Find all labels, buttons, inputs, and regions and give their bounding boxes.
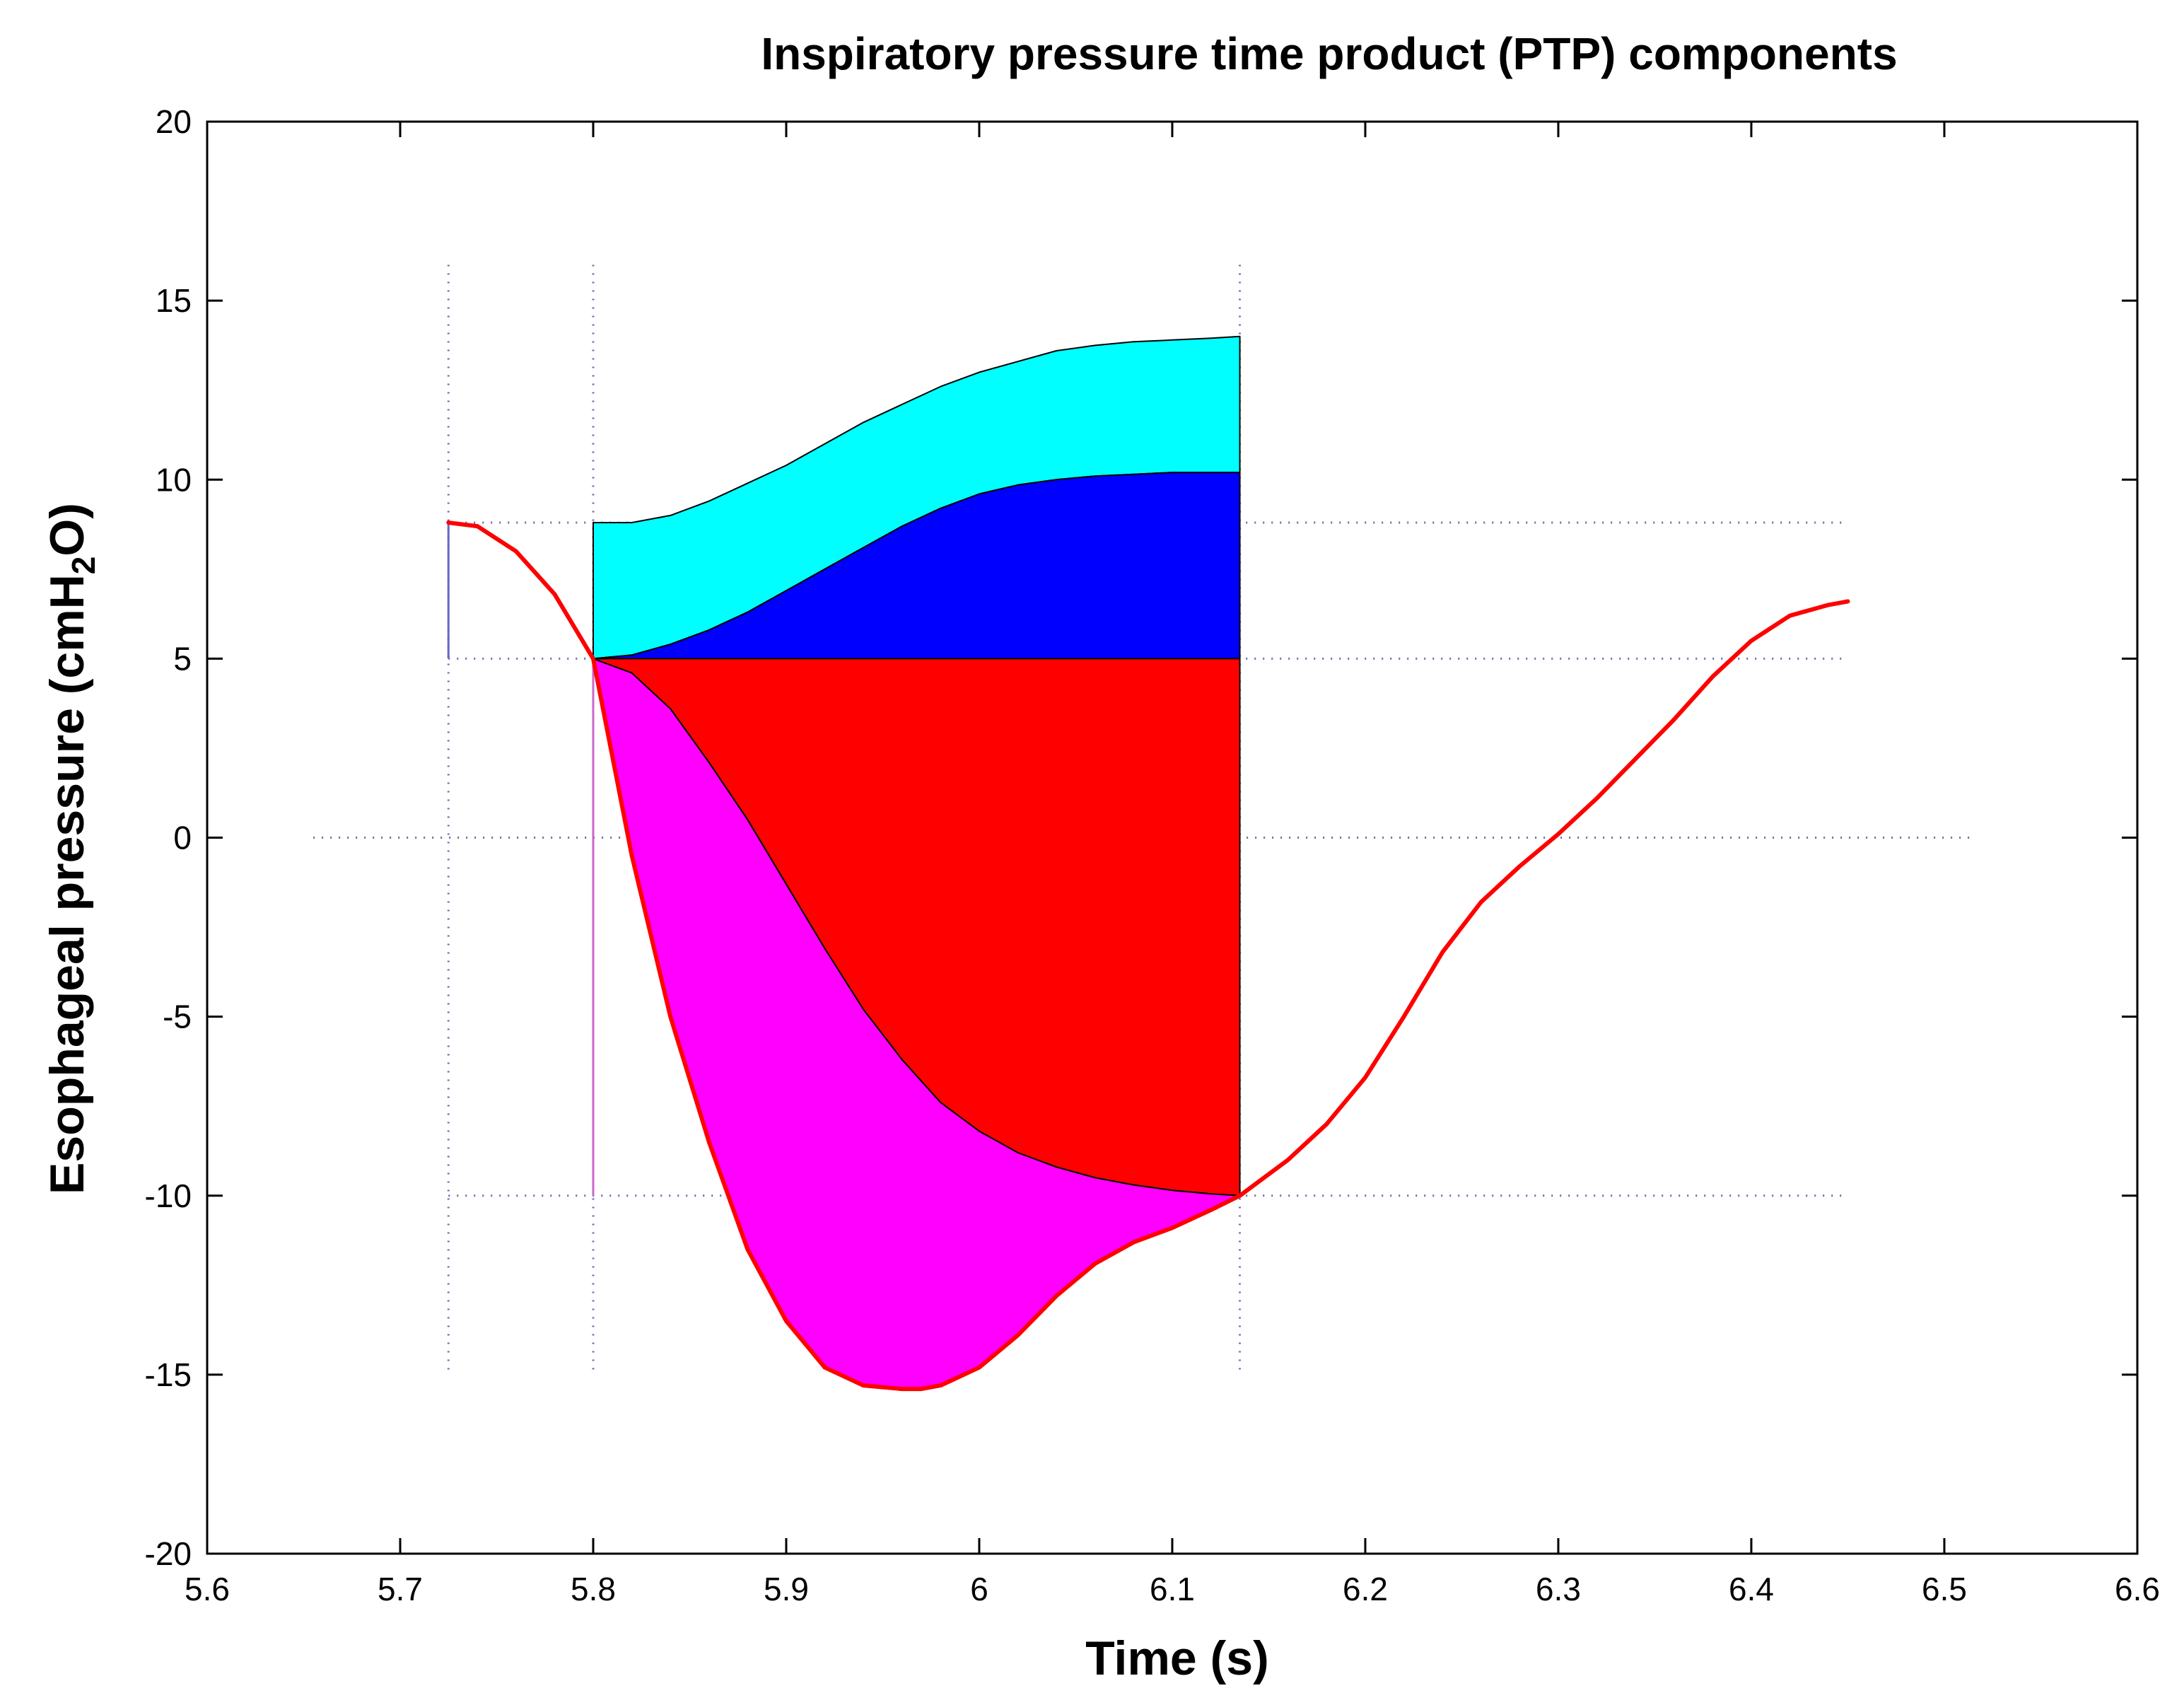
x-tick-label-7: 6.3 bbox=[1536, 1571, 1581, 1607]
x-tick-label-3: 5.9 bbox=[764, 1571, 809, 1607]
areas bbox=[592, 335, 1241, 1390]
x-tick-labels: 5.6 5.7 5.8 5.9 6 6.1 6.2 6.3 6.4 6.5 6.6 bbox=[185, 1571, 2160, 1607]
series-line-0 bbox=[446, 520, 1850, 1392]
series bbox=[446, 520, 1850, 1392]
y-tick-label-3: -5 bbox=[163, 999, 192, 1035]
x-tick-label-0: 5.6 bbox=[185, 1571, 230, 1607]
y-tick-label-2: -10 bbox=[145, 1177, 192, 1214]
reference-lines bbox=[313, 264, 1973, 1375]
x-axis-label: Time (s) bbox=[1085, 1631, 1268, 1685]
x-tick-label-1: 5.7 bbox=[378, 1571, 423, 1607]
y-tick-label-8: 20 bbox=[156, 103, 192, 140]
y-tick-labels: -20 -15 -10 -5 0 5 10 15 20 bbox=[145, 103, 192, 1572]
y-tick-label-4: 0 bbox=[173, 820, 192, 856]
y-axis-label-subscript: 2 bbox=[65, 557, 102, 575]
x-tick-label-9: 6.5 bbox=[1922, 1571, 1967, 1607]
y-tick-label-1: -15 bbox=[145, 1356, 192, 1393]
x-tick-label-2: 5.8 bbox=[571, 1571, 616, 1607]
x-tick-label-10: 6.6 bbox=[2115, 1571, 2160, 1607]
x-tick-label-5: 6.1 bbox=[1150, 1571, 1195, 1607]
x-tick-label-6: 6.2 bbox=[1343, 1571, 1388, 1607]
y-axis-label-prefix: Esophageal pressure (cmH bbox=[40, 574, 94, 1194]
x-tick-label-8: 6.4 bbox=[1729, 1571, 1774, 1607]
y-axis-label-suffix: O) bbox=[40, 503, 94, 557]
ticks bbox=[206, 120, 2139, 1555]
plot-area bbox=[206, 120, 2139, 1555]
y-tick-label-7: 15 bbox=[156, 282, 192, 319]
y-axis-label: Esophageal pressure (cmH2O) bbox=[40, 503, 102, 1194]
y-tick-label-0: -20 bbox=[145, 1535, 192, 1572]
y-tick-label-5: 5 bbox=[173, 640, 192, 677]
chart-title: Inspiratory pressure time product (PTP) … bbox=[761, 28, 1897, 79]
x-tick-label-4: 6 bbox=[970, 1571, 988, 1607]
y-tick-label-6: 10 bbox=[156, 461, 192, 498]
solid-reference-lines bbox=[447, 523, 595, 1196]
